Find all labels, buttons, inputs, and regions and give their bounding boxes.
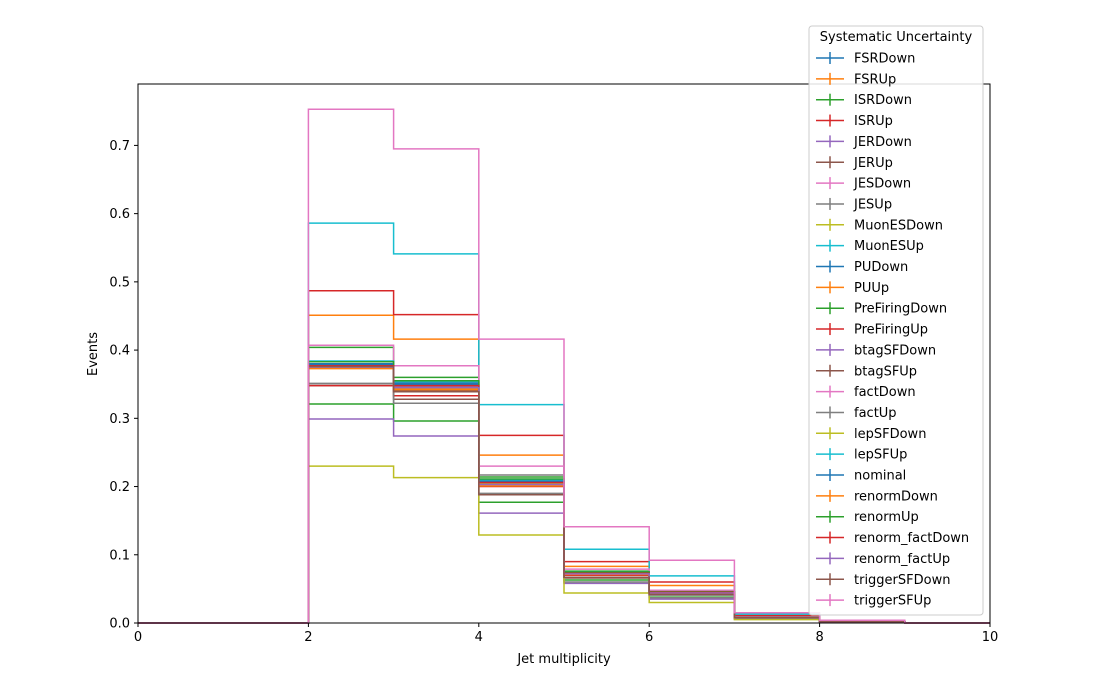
legend-label: JESUp (853, 197, 892, 212)
legend-label: PUDown (854, 260, 908, 275)
legend-label: ISRUp (854, 114, 893, 129)
legend-label: triggerSFDown (854, 573, 950, 588)
legend-item-btagSFUp: btagSFUp (816, 364, 917, 379)
legend-label: triggerSFUp (854, 594, 931, 609)
x-tick-label: 8 (815, 630, 823, 645)
legend-label: lepSFUp (854, 448, 907, 463)
legend-label: renorm_factDown (854, 531, 969, 546)
legend-label: ISRDown (854, 93, 912, 108)
legend-label: JESDown (853, 177, 911, 192)
y-tick-label: 0.5 (109, 275, 130, 290)
legend-label: renorm_factUp (854, 552, 950, 567)
legend-label: lepSFDown (854, 427, 926, 442)
series-layer (138, 108, 990, 624)
legend-label: factDown (854, 385, 916, 400)
legend-item-JERDown: JERDown (816, 135, 912, 150)
legend-item-renormDown: renormDown (816, 489, 938, 504)
legend-item-ISRUp: ISRUp (816, 114, 893, 129)
x-tick-label: 0 (134, 630, 142, 645)
legend-item-PreFiringUp: PreFiringUp (816, 323, 928, 338)
legend-item-triggerSFDown: triggerSFDown (816, 573, 950, 588)
y-tick-label: 0.3 (109, 412, 130, 427)
legend-item-JERUp: JERUp (816, 156, 893, 171)
y-axis-label: Events (86, 332, 101, 376)
x-tick-label: 4 (475, 630, 483, 645)
legend-label: FSRDown (854, 52, 915, 67)
y-tick-label: 0.1 (109, 548, 130, 563)
legend-item-lepSFDown: lepSFDown (816, 427, 926, 442)
legend-label: renormDown (854, 489, 938, 504)
legend-label: PreFiringUp (854, 323, 928, 338)
legend-label: btagSFDown (854, 343, 936, 358)
legend-item-renormUp: renormUp (816, 510, 919, 525)
legend-label: MuonESUp (854, 239, 924, 254)
legend-label: JERUp (853, 156, 893, 171)
legend-item-PreFiringDown: PreFiringDown (816, 302, 947, 317)
legend-box (808, 25, 984, 616)
legend-label: factUp (854, 406, 897, 421)
x-axis-label: Jet multiplicity (516, 652, 611, 667)
legend-items: FSRDown FSRUp ISRDown ISRUp JERDown JERUp JESD… (816, 52, 969, 609)
legend-item-PUDown: PUDown (816, 260, 908, 275)
x-tick-label: 2 (304, 630, 312, 645)
legend-label: MuonESDown (854, 218, 943, 233)
y-tick-label: 0.4 (109, 344, 130, 359)
x-axis: 0 2 4 6 8 10 (134, 623, 998, 645)
plot-frame (137, 83, 991, 624)
legend-item-MuonESUp: MuonESUp (816, 239, 924, 254)
legend-item-renorm_factDown: renorm_factDown (816, 531, 969, 546)
y-tick-label: 0.2 (109, 480, 130, 495)
legend-item-triggerSFUp: triggerSFUp (816, 594, 931, 609)
legend-item-btagSFDown: btagSFDown (816, 343, 936, 358)
y-tick-label: 0.6 (109, 207, 130, 222)
legend-item-JESDown: JESDown (816, 177, 911, 192)
legend-label: JERDown (853, 135, 912, 150)
legend-item-MuonESDown: MuonESDown (816, 218, 943, 233)
legend-label: nominal (854, 469, 906, 484)
legend-item-renorm_factUp: renorm_factUp (816, 552, 950, 567)
x-tick-label: 6 (645, 630, 653, 645)
legend-item-FSRUp: FSRUp (816, 72, 896, 87)
legend-label: renormUp (854, 510, 919, 525)
legend-item-PUUp: PUUp (816, 281, 889, 296)
legend-item-lepSFUp: lepSFUp (816, 448, 907, 463)
y-tick-label: 0.0 (109, 617, 130, 632)
legend-label: FSRUp (854, 72, 896, 87)
legend-label: PUUp (854, 281, 889, 296)
legend-item-factDown: factDown (816, 385, 916, 400)
x-tick-label: 10 (982, 630, 999, 645)
legend: Systematic Uncertainty FSRDown FSRUp ISRDo… (808, 25, 984, 616)
series-triggerSFUp (138, 108, 990, 624)
legend-item-ISRDown: ISRDown (816, 93, 912, 108)
legend-title: Systematic Uncertainty (820, 30, 973, 45)
y-tick-label: 0.7 (109, 139, 130, 154)
legend-item-nominal: nominal (816, 469, 906, 484)
legend-item-factUp: factUp (816, 406, 897, 421)
legend-item-JESUp: JESUp (816, 197, 892, 212)
legend-label: PreFiringDown (854, 302, 947, 317)
legend-label: btagSFUp (854, 364, 917, 379)
legend-item-FSRDown: FSRDown (816, 52, 915, 67)
y-axis: 0.0 0.1 0.2 0.3 0.4 0.5 0.6 0.7 (109, 139, 138, 632)
